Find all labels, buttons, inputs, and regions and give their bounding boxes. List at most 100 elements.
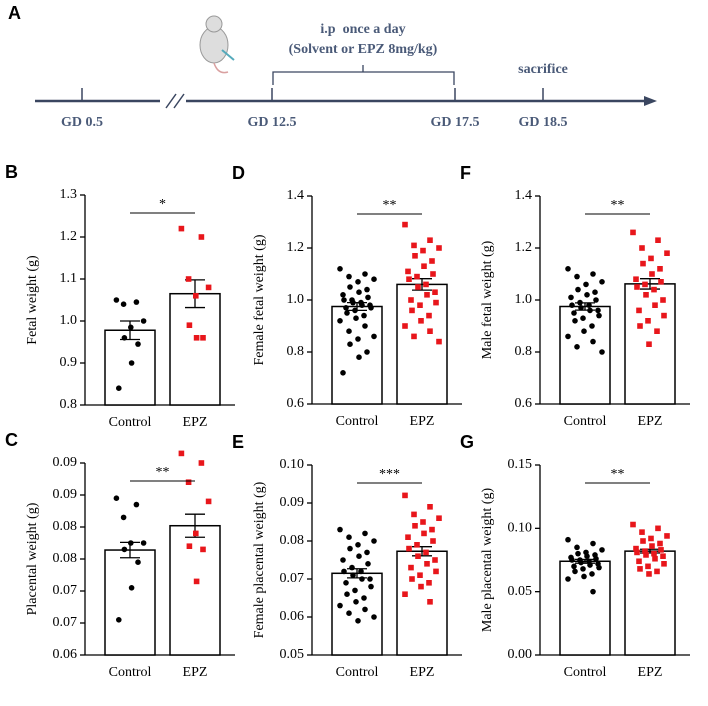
data-point [343,305,349,311]
data-point [121,546,128,553]
data-point [424,561,430,567]
y-tick-label: 0.05 [280,647,305,662]
y-tick-label: 1.4 [515,188,533,203]
data-point [436,515,442,521]
data-point [362,530,368,537]
x-tick-label: EPZ [638,665,663,680]
data-point [349,564,355,571]
data-point [355,336,361,342]
y-axis-label: Fetal weight (g) [25,255,40,345]
data-point [630,229,636,236]
data-point [362,323,368,329]
timeline-day: GD 17.5 [431,115,480,130]
data-point [637,566,643,572]
data-point [565,266,571,272]
data-point [337,266,343,272]
data-point [121,335,128,341]
data-point [356,354,362,361]
panel-label: A [8,3,21,23]
data-point [415,553,421,559]
significance-label: * [159,197,166,212]
data-point [633,545,639,552]
y-tick-label: 0.10 [508,521,533,536]
data-point [646,341,652,347]
x-tick-label: EPZ [410,665,435,680]
data-point [402,591,408,597]
data-point [359,302,365,309]
data-point [128,360,135,366]
data-point [586,302,592,309]
data-point [593,297,599,303]
data-point [417,302,423,308]
data-point [599,349,605,355]
data-point [592,289,598,296]
data-point [654,328,660,334]
data-point [412,523,418,529]
data-point [193,530,199,537]
axis-break [165,93,177,109]
data-point [411,242,417,249]
data-point [135,341,141,347]
y-tick-label: 0.08 [280,533,305,548]
data-point [637,323,643,329]
data-point [371,614,377,620]
data-point [415,284,421,290]
data-point [364,549,370,556]
timeline-day: GD 0.5 [61,115,103,130]
data-point [655,237,661,243]
x-tick-label: EPZ [183,415,208,430]
data-point [347,545,353,552]
data-point [427,504,433,510]
data-point [651,286,657,293]
y-tick-label: 0.08 [53,551,78,566]
data-point [426,580,432,586]
data-point [347,341,353,348]
data-point [658,279,664,285]
data-point [352,307,358,314]
data-point [658,547,664,553]
data-point [575,550,581,557]
data-point [411,333,417,340]
y-tick-label: 0.06 [280,609,305,624]
data-point [646,571,652,577]
significance-label: ** [611,198,625,213]
data-point [128,324,134,331]
data-point [371,333,377,340]
data-point [426,312,432,319]
data-point [633,276,639,282]
data-point [414,273,420,280]
data-point [185,479,192,485]
data-point [664,250,670,256]
x-tick-label: Control [564,665,607,680]
data-point [580,315,586,322]
data-point [359,576,365,582]
data-point [574,344,580,350]
data-point [198,460,205,466]
y-tick-label: 0.09 [53,455,78,470]
x-tick-label: Control [564,414,607,429]
data-point [409,576,415,582]
data-point [433,299,439,306]
x-tick-label: EPZ [183,665,208,680]
data-point [565,576,571,582]
data-point [574,273,580,280]
data-point [421,263,427,269]
y-tick-label: 1.1 [60,271,78,286]
data-point [660,297,666,303]
data-point [630,521,636,528]
data-point [355,618,361,624]
data-point [590,588,596,595]
data-point [402,323,408,329]
data-point [128,585,135,591]
data-point [346,610,352,616]
y-tick-label: 0.07 [53,583,78,598]
data-point [343,580,349,586]
data-point [433,568,439,575]
data-point [414,542,420,548]
y-tick-label: 0.6 [287,396,305,411]
treatment-text: i.p once a day [320,22,405,37]
data-point [634,549,640,556]
data-point [432,557,438,563]
data-point [353,315,359,322]
